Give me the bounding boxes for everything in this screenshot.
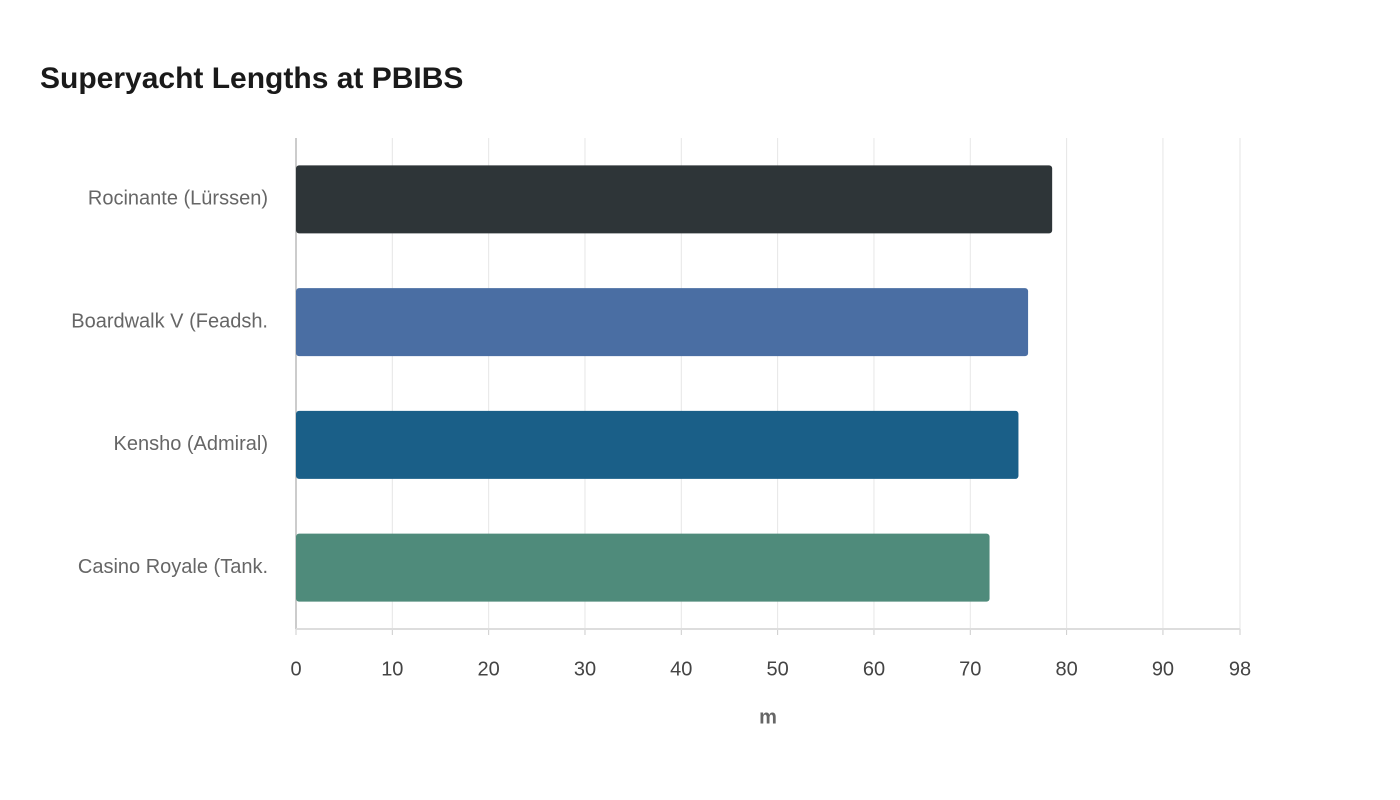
bar [296, 410, 1019, 479]
y-tick-label: Kensho (Admiral) [113, 433, 268, 455]
x-tick-label: 0 [290, 658, 301, 680]
y-tick-label: Casino Royale (Tank. [78, 556, 268, 578]
x-tick-label: 50 [767, 658, 789, 680]
y-tick-label: Boardwalk V (Feadsh. [71, 310, 268, 332]
y-tick-label: Rocinante (Lürssen) [88, 188, 268, 210]
x-tick-label: 98 [1229, 658, 1251, 680]
chart-title: Superyacht Lengths at PBIBS [40, 62, 463, 95]
x-tick-label: 70 [959, 658, 981, 680]
x-axis-label: m [759, 706, 777, 728]
bar [296, 533, 990, 602]
bar [296, 288, 1029, 357]
x-tick-label: 80 [1055, 658, 1077, 680]
x-tick-label: 30 [574, 658, 596, 680]
x-tick-label: 60 [863, 658, 885, 680]
bar [296, 165, 1053, 234]
x-tick-label: 10 [381, 658, 403, 680]
x-tick-label: 40 [670, 658, 692, 680]
x-tick-label: 20 [478, 658, 500, 680]
x-tick-label: 90 [1152, 658, 1174, 680]
